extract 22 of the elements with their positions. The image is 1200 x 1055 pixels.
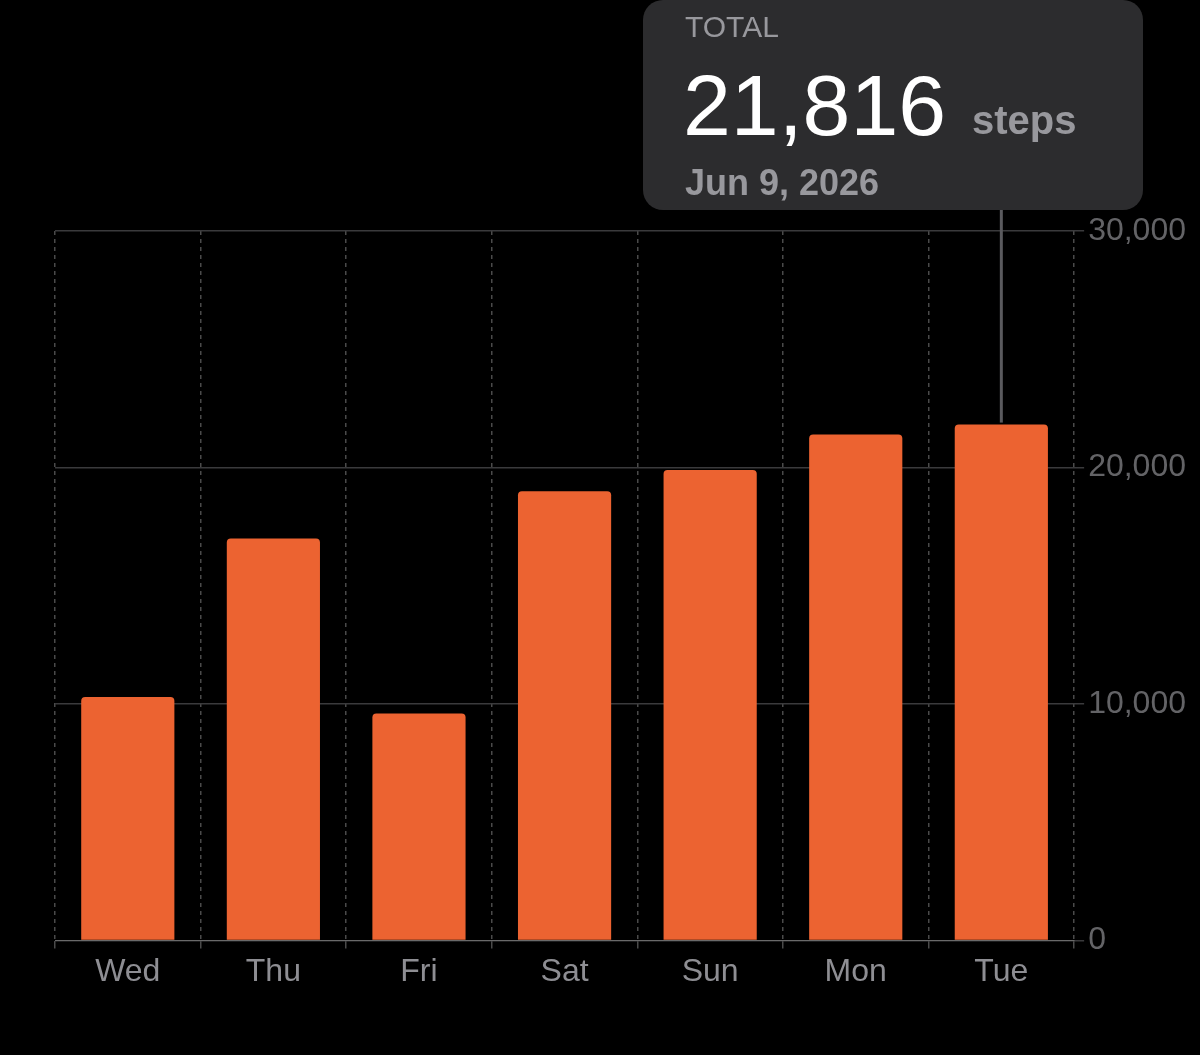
y-tick-label: 20,000 (1088, 447, 1186, 484)
text: TOTAL (685, 10, 779, 43)
bar (663, 469, 757, 940)
bar (81, 696, 175, 940)
bar (954, 424, 1048, 940)
bar (372, 713, 466, 940)
text: Jun 9, 2026 (685, 162, 880, 203)
bar (809, 434, 903, 940)
text: steps (972, 98, 1077, 142)
y-tick-label: 10,000 (1088, 683, 1186, 720)
bar (226, 538, 320, 940)
x-tick-label: Wed (95, 951, 161, 988)
annotation: 21,816 (683, 57, 947, 153)
y-tick-label: 0 (1088, 920, 1106, 957)
y-tick-label: 30,000 (1088, 210, 1186, 247)
x-tick-label: Fri (400, 951, 438, 988)
x-tick-label: Tue (974, 951, 1029, 988)
x-tick-label: Mon (824, 951, 887, 988)
x-tick-label: Sun (681, 951, 739, 988)
x-tick-label: Thu (245, 951, 301, 988)
bar (517, 491, 612, 940)
x-tick-label: Sat (540, 951, 589, 988)
